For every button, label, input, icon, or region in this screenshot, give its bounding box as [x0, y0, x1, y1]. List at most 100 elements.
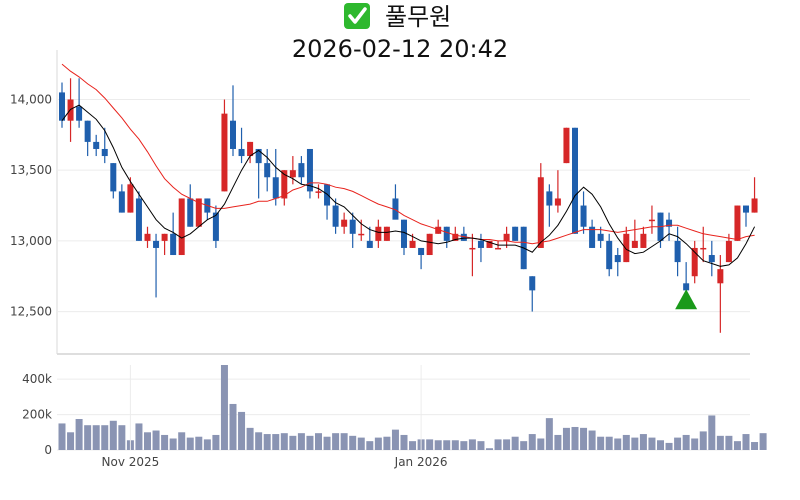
volume-bar [691, 438, 699, 450]
candle [512, 226, 519, 241]
candle [366, 226, 373, 248]
candle [93, 134, 100, 157]
candle [324, 184, 331, 220]
candle-body [127, 184, 134, 213]
volume-bar [306, 435, 314, 450]
candle [392, 184, 399, 220]
volume-bar [699, 431, 707, 450]
candle-body [554, 198, 561, 206]
volume-bar [280, 433, 288, 450]
candle-body [751, 198, 758, 213]
volume-bar [323, 436, 331, 450]
title-timestamp: 2026-02-12 20:42 [292, 35, 508, 63]
candle-body [435, 226, 442, 234]
candle [170, 212, 177, 256]
volume-bar [622, 434, 630, 450]
volume-bar [75, 419, 83, 450]
candle-body [93, 141, 100, 149]
candle-body [648, 219, 655, 222]
volume-bar [238, 411, 246, 450]
candle [298, 156, 305, 185]
x-tick-label: Jan 2026 [394, 455, 448, 469]
volume-bar [349, 435, 357, 450]
candle-body [221, 113, 228, 192]
candle-body [606, 240, 613, 270]
candle-body [666, 219, 673, 227]
signal-markers [675, 289, 698, 310]
candle-body [144, 233, 151, 241]
candle-body [101, 148, 108, 157]
volume-bar [195, 436, 203, 450]
volume-bar [725, 435, 733, 450]
candle-body [546, 191, 553, 206]
candlestick-series [59, 78, 758, 333]
candle [401, 219, 407, 256]
candle [623, 226, 630, 263]
candle [674, 226, 681, 277]
candle-body [486, 240, 493, 248]
candle [572, 127, 578, 234]
candle [529, 276, 536, 312]
candle-body [358, 233, 365, 236]
candle [315, 184, 322, 199]
volume-panel: 0 200k 400k Nov 2025 Jan 2026 [22, 365, 767, 469]
candle-body [529, 276, 536, 291]
candle-body [366, 240, 373, 248]
candle [135, 191, 142, 241]
volume-bar [374, 437, 382, 450]
candle [101, 127, 108, 164]
volume-bar [178, 432, 186, 450]
candle [247, 141, 254, 164]
volume-bar [580, 427, 588, 450]
chart-title: 풀무원 2026-02-12 20:42 [292, 3, 508, 63]
candle [264, 148, 271, 192]
volume-bar [562, 427, 570, 450]
candle-body [298, 163, 305, 178]
candle-body [589, 226, 596, 248]
candle [341, 212, 348, 234]
volume-bar [186, 437, 194, 450]
candle [443, 226, 450, 248]
candle [503, 226, 510, 248]
volume-bar [366, 441, 374, 450]
candle [306, 148, 313, 199]
candle [648, 205, 655, 234]
x-tick-labels: Nov 2025 Jan 2026 [102, 365, 448, 469]
candle [717, 255, 724, 333]
candle-body [383, 226, 390, 241]
volume-bar [135, 423, 143, 450]
volume-bar [520, 441, 528, 450]
volume-bar [443, 440, 451, 450]
volume-bar [571, 426, 579, 450]
volume-bar [597, 436, 605, 450]
candle-body [700, 247, 707, 250]
candle-body [691, 247, 698, 277]
candle-body [272, 177, 279, 199]
candle-body [135, 198, 142, 241]
candle-body [230, 120, 236, 149]
volume-bar [255, 432, 263, 450]
candle-body [341, 219, 348, 227]
volume-bar [220, 365, 228, 450]
volume-bar [657, 440, 664, 450]
candle [589, 219, 596, 248]
candle-body [281, 170, 288, 199]
candle [495, 240, 502, 250]
volume-bar [494, 439, 502, 450]
volume-bar [648, 437, 656, 450]
candle [452, 226, 459, 241]
candle [161, 233, 168, 256]
candle [418, 247, 425, 270]
candle [477, 233, 484, 263]
candle [204, 198, 211, 220]
volume-bar [588, 430, 596, 450]
volume-y-tick-label: 0 [44, 443, 52, 457]
volume-bar [759, 433, 767, 450]
candle [614, 247, 621, 277]
candle [332, 198, 339, 234]
candle [734, 205, 741, 241]
volume-bar [528, 434, 536, 450]
price-y-tick-label: 13,000 [10, 234, 52, 248]
candle-body [512, 226, 519, 241]
volume-bar [426, 439, 434, 450]
